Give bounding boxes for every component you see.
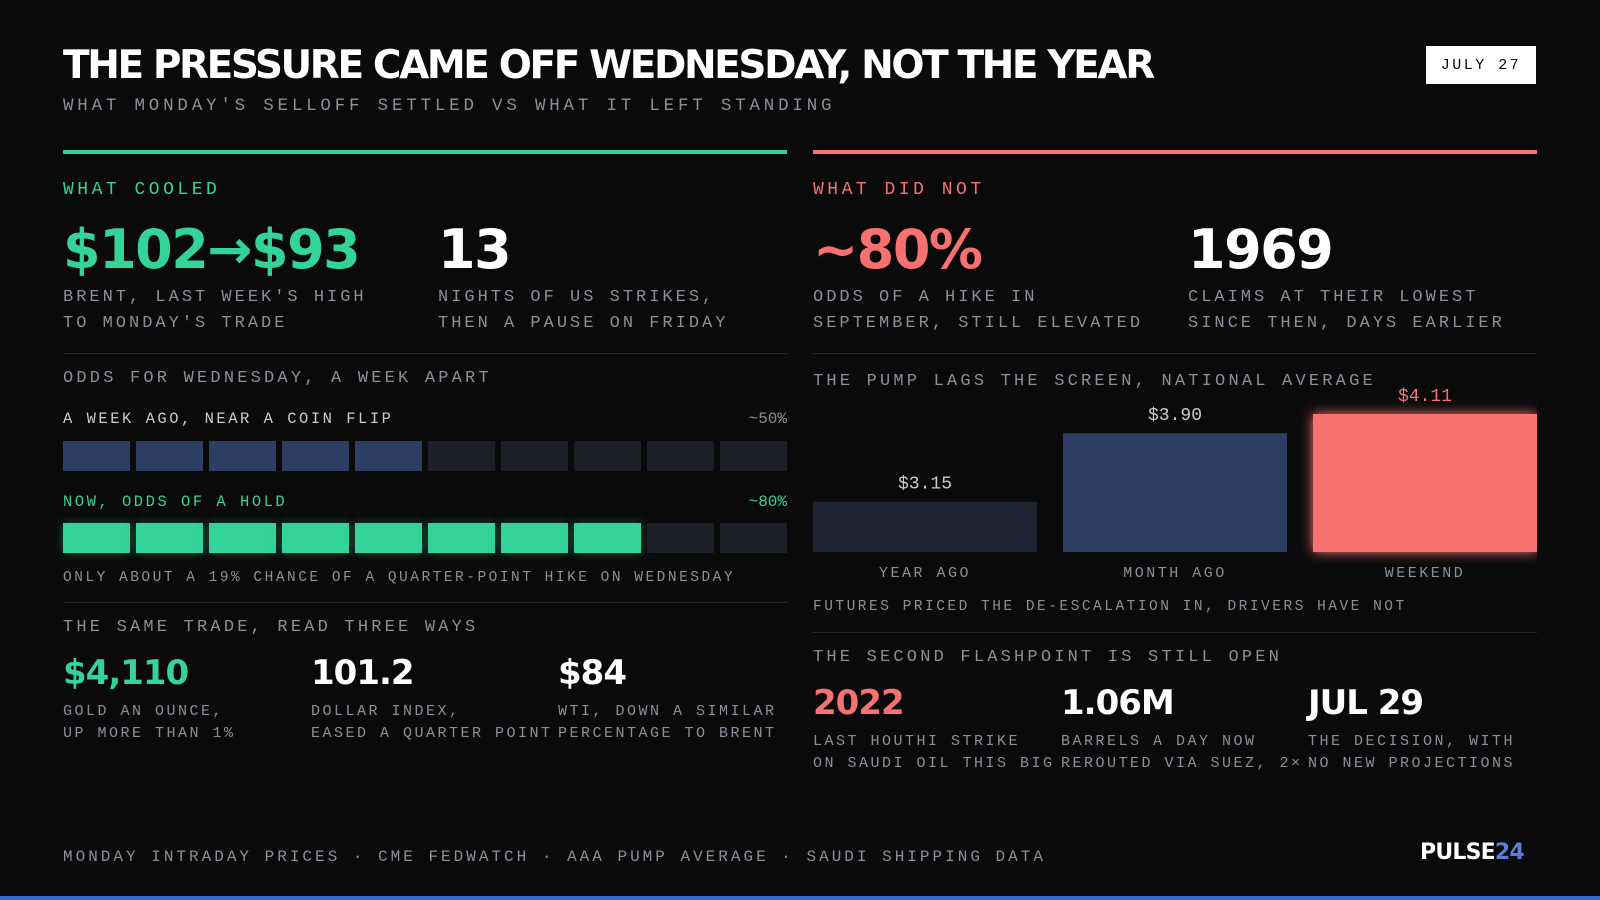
houthi-caption-line-2: ON SAUDI OIL THIS BIG	[813, 755, 1055, 772]
brent-caption-line-1: BRENT, LAST WEEK'S HIGH	[63, 288, 367, 307]
odds-segment-filled	[355, 441, 422, 471]
trade-heading: THE SAME TRADE, READ THREE WAYS	[63, 618, 479, 637]
odds-segment-filled	[136, 441, 203, 471]
odds-row-value-week-ago: ~50%	[748, 410, 787, 428]
houthi-caption-line-1: LAST HOUTHI STRIKE	[813, 733, 1021, 750]
hike-odds-caption: ODDS OF A HIKE IN SEPTEMBER, STILL ELEVA…	[813, 285, 1143, 337]
bar-month-ago	[1063, 433, 1287, 552]
strike-nights-caption: NIGHTS OF US STRIKES, THEN A PAUSE ON FR…	[438, 285, 728, 337]
claims-year-caption: CLAIMS AT THEIR LOWEST SINCE THEN, DAYS …	[1188, 285, 1505, 337]
not-cooled-accent-rule	[813, 150, 1537, 154]
gold-caption-line-1: GOLD AN OUNCE,	[63, 703, 225, 720]
gold-caption: GOLD AN OUNCE, UP MORE THAN 1%	[63, 701, 236, 745]
hike-caption-line-2: SEPTEMBER, STILL ELEVATED	[813, 314, 1144, 333]
gold-value: $4,110	[63, 653, 189, 693]
dollar-index-value: 101.2	[311, 653, 415, 693]
decision-caption: THE DECISION, WITH NO NEW PROJECTIONS	[1308, 731, 1515, 775]
odds-segment-empty	[647, 523, 714, 553]
bottom-accent-bar	[0, 896, 1600, 900]
strike-caption-line-2: THEN A PAUSE ON FRIDAY	[438, 314, 729, 333]
dollar-caption-line-2: EASED A QUARTER POINT	[311, 725, 553, 742]
bar-weekend	[1313, 414, 1537, 552]
pump-price-chart: THE PUMP LAGS THE SCREEN, NATIONAL AVERA…	[813, 372, 1537, 582]
hike-odds-value: ~80%	[813, 218, 983, 281]
wti-caption-line-2: PERCENTAGE TO BRENT	[558, 725, 777, 742]
odds-note: ONLY ABOUT A 19% CHANCE OF A QUARTER-POI…	[63, 570, 736, 586]
barrels-caption-line-1: BARRELS A DAY NOW	[1061, 733, 1257, 750]
odds-row-label-week-ago: A WEEK AGO, NEAR A COIN FLIP	[63, 410, 394, 428]
divider	[813, 632, 1537, 633]
cooled-accent-rule	[63, 150, 787, 154]
odds-segment-filled	[63, 441, 130, 471]
odds-segment-empty	[428, 441, 495, 471]
houthi-year-value: 2022	[813, 683, 905, 723]
bar-value-label: $4.11	[1398, 387, 1452, 407]
footer-sources: MONDAY INTRADAY PRICES · CME FEDWATCH · …	[63, 848, 1046, 866]
odds-segment-filled	[282, 523, 349, 553]
bar-category-label: MONTH AGO	[1123, 565, 1227, 582]
barrels-caption-line-2: REROUTED VIA SUEZ, 2×	[1061, 755, 1303, 772]
odds-segment-filled	[282, 441, 349, 471]
divider	[813, 353, 1537, 354]
pump-note: FUTURES PRICED THE DE-ESCALATION IN, DRI…	[813, 599, 1407, 615]
bar-category-label: WEEKEND	[1385, 565, 1466, 582]
wti-value: $84	[558, 653, 627, 693]
page-title: THE PRESSURE CAME OFF WEDNESDAY, NOT THE…	[63, 43, 1155, 88]
odds-segment-filled	[501, 523, 568, 553]
what-cooled-label: WHAT COOLED	[63, 180, 221, 200]
brent-stat-value: $102→$93	[63, 218, 361, 281]
odds-row-label-now: NOW, ODDS OF A HOLD	[63, 493, 288, 511]
claims-caption-line-2: SINCE THEN, DAYS EARLIER	[1188, 314, 1505, 333]
hike-caption-line-1: ODDS OF A HIKE IN	[813, 288, 1038, 307]
divider	[63, 602, 787, 603]
odds-segment-empty	[501, 441, 568, 471]
wti-caption-line-1: WTI, DOWN A SIMILAR	[558, 703, 777, 720]
odds-segment-filled	[209, 523, 276, 553]
barrels-caption: BARRELS A DAY NOW REROUTED VIA SUEZ, 2×	[1061, 731, 1303, 775]
page-subtitle: WHAT MONDAY'S SELLOFF SETTLED VS WHAT IT…	[63, 96, 836, 116]
dollar-caption-line-1: DOLLAR INDEX,	[311, 703, 461, 720]
flashpoint-heading: THE SECOND FLASHPOINT IS STILL OPEN	[813, 648, 1283, 667]
bar-year-ago	[813, 501, 1037, 552]
decision-caption-line-2: NO NEW PROJECTIONS	[1308, 755, 1516, 772]
claims-caption-line-1: CLAIMS AT THEIR LOWEST	[1188, 288, 1479, 307]
houthi-caption: LAST HOUTHI STRIKE ON SAUDI OIL THIS BIG	[813, 731, 1055, 775]
odds-bar-now	[63, 523, 787, 553]
odds-bar-week-ago	[63, 441, 787, 471]
chart-bars: $3.15 YEAR AGO $3.90 MONTH AGO $4.11 WEEKEND	[813, 387, 1537, 582]
odds-segment-filled	[355, 523, 422, 553]
divider	[63, 353, 787, 354]
bar-value-label: $3.90	[1148, 406, 1202, 426]
decision-date-value: JUL 29	[1308, 683, 1424, 723]
logo-accent: 24	[1494, 840, 1525, 865]
gold-caption-line-2: UP MORE THAN 1%	[63, 725, 236, 742]
odds-segment-empty	[720, 523, 787, 553]
odds-segment-filled	[428, 523, 495, 553]
bar-category-label: YEAR AGO	[879, 565, 971, 582]
odds-segment-filled	[209, 441, 276, 471]
odds-segment-empty	[574, 441, 641, 471]
odds-segment-filled	[136, 523, 203, 553]
strike-caption-line-1: NIGHTS OF US STRIKES,	[438, 288, 716, 307]
brand-logo: PULSE24	[1420, 840, 1525, 865]
brent-caption-line-2: TO MONDAY'S TRADE	[63, 314, 288, 333]
dollar-index-caption: DOLLAR INDEX, EASED A QUARTER POINT	[311, 701, 553, 745]
logo-main: PULSE	[1420, 840, 1496, 865]
strike-nights-value: 13	[438, 218, 512, 281]
odds-row-value-now: ~80%	[748, 493, 787, 511]
wti-caption: WTI, DOWN A SIMILAR PERCENTAGE TO BRENT	[558, 701, 777, 745]
odds-segment-filled	[574, 523, 641, 553]
date-badge: JULY 27	[1426, 46, 1536, 84]
decision-caption-line-1: THE DECISION, WITH	[1308, 733, 1516, 750]
odds-segment-empty	[647, 441, 714, 471]
chart-title: THE PUMP LAGS THE SCREEN, NATIONAL AVERA…	[813, 372, 1376, 391]
odds-segment-filled	[63, 523, 130, 553]
odds-segment-empty	[720, 441, 787, 471]
bar-value-label: $3.15	[898, 475, 952, 495]
claims-year-value: 1969	[1188, 218, 1334, 281]
brent-stat-caption: BRENT, LAST WEEK'S HIGH TO MONDAY'S TRAD…	[63, 285, 367, 337]
barrels-value: 1.06M	[1061, 683, 1175, 723]
what-did-not-label: WHAT DID NOT	[813, 180, 985, 200]
odds-heading: ODDS FOR WEDNESDAY, A WEEK APART	[63, 369, 492, 388]
